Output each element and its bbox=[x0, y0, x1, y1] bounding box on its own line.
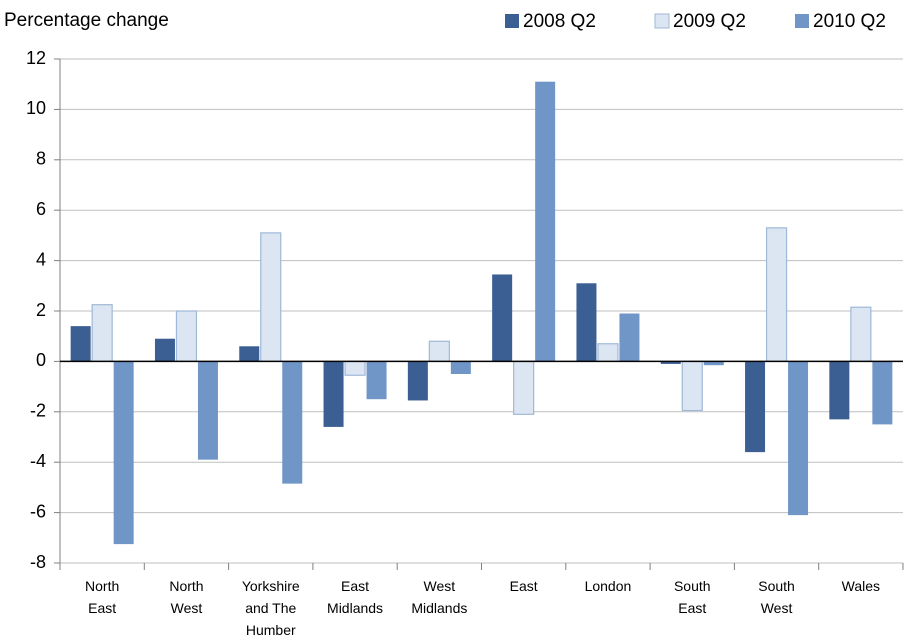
bar bbox=[681, 360, 703, 412]
bar bbox=[850, 306, 872, 363]
legend-label: 2008 Q2 bbox=[523, 11, 596, 32]
x-tick-label: East Midlands bbox=[327, 578, 383, 616]
x-tick-label: North West bbox=[169, 578, 203, 616]
legend-swatch bbox=[505, 14, 519, 28]
bar bbox=[323, 361, 344, 427]
bar bbox=[576, 283, 597, 362]
y-tick-label: -2 bbox=[30, 401, 46, 421]
bar bbox=[597, 343, 619, 363]
bar bbox=[428, 340, 450, 362]
bar bbox=[535, 81, 556, 362]
y-tick-label: 10 bbox=[26, 98, 46, 118]
bar bbox=[70, 326, 91, 362]
bar bbox=[260, 232, 282, 363]
legend-swatch bbox=[654, 13, 670, 29]
y-tick-label: 6 bbox=[36, 199, 46, 219]
x-tick-label: London bbox=[585, 578, 632, 594]
y-tick-label: 8 bbox=[36, 149, 46, 169]
y-tick-label: 0 bbox=[36, 350, 46, 370]
bar bbox=[282, 361, 303, 484]
x-tick-label: North East bbox=[85, 578, 119, 616]
bar bbox=[450, 361, 471, 374]
bar bbox=[113, 361, 134, 545]
legend-swatch bbox=[795, 14, 809, 28]
bar bbox=[175, 310, 198, 363]
y-tick-label: 2 bbox=[36, 300, 46, 320]
bar bbox=[407, 361, 428, 401]
y-tick-label: -8 bbox=[30, 552, 46, 572]
bar bbox=[660, 361, 681, 364]
bar bbox=[344, 360, 366, 376]
x-tick-label: West Midlands bbox=[411, 578, 467, 616]
x-tick-label: East bbox=[510, 578, 538, 594]
bar bbox=[829, 361, 850, 420]
x-tick-label: Yorkshire and The Humber bbox=[242, 578, 300, 638]
y-tick-label: -6 bbox=[30, 501, 46, 521]
bar bbox=[703, 361, 724, 366]
bar bbox=[239, 346, 260, 362]
x-tick-label: Wales bbox=[842, 578, 880, 594]
bar bbox=[91, 304, 113, 363]
legend-label: 2009 Q2 bbox=[673, 11, 746, 32]
x-tick-label: South East bbox=[674, 578, 711, 616]
bar bbox=[492, 274, 513, 362]
y-tick-label: -4 bbox=[30, 451, 46, 471]
bar bbox=[788, 361, 809, 516]
y-tick-label: 12 bbox=[26, 48, 46, 68]
bar bbox=[154, 338, 175, 362]
bar bbox=[765, 227, 788, 362]
bar bbox=[872, 361, 893, 425]
bar bbox=[745, 361, 766, 453]
bar bbox=[513, 360, 535, 415]
x-tick-label: South West bbox=[758, 578, 795, 616]
bar bbox=[366, 361, 387, 400]
chart-title: Percentage change bbox=[4, 10, 169, 31]
y-tick-label: 4 bbox=[36, 249, 46, 269]
bar bbox=[619, 313, 640, 362]
legend-label: 2010 Q2 bbox=[813, 11, 886, 32]
bar bbox=[197, 361, 218, 460]
